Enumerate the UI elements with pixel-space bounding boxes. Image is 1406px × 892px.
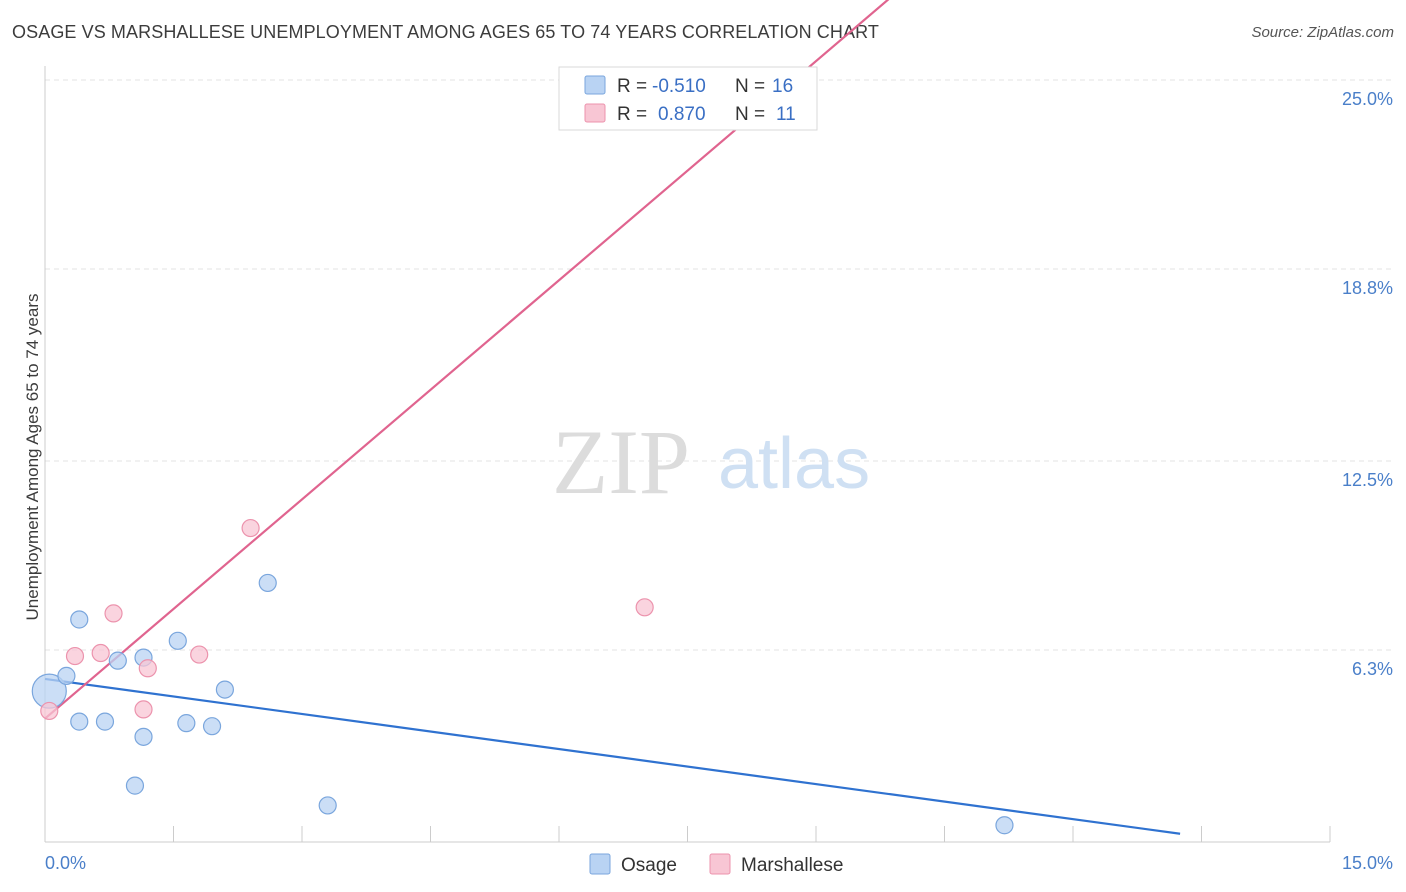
bottom-legend-marshallese: Marshallese — [741, 855, 843, 876]
osage-point-3 — [70, 712, 89, 731]
y-tick-label-1: 12.5% — [1342, 470, 1393, 490]
osage-point-13 — [258, 573, 277, 593]
osage-point-4 — [95, 712, 115, 731]
bottom-legend-osage: Osage — [621, 855, 677, 876]
y-tick-labels: 6.3% 12.5% 18.8% 25.0% — [1342, 89, 1393, 679]
osage-point-2 — [70, 610, 89, 629]
bottom-legend-swatch-osage — [589, 853, 611, 875]
osage-point-7 — [134, 727, 153, 746]
y-axis-label: Unemployment Among Ages 65 to 74 years — [23, 294, 42, 621]
legend-n-value-1: 16 — [772, 76, 793, 97]
marshallese-point-7 — [241, 518, 260, 538]
marshallese-point-4 — [134, 700, 153, 719]
marshallese-point-2 — [91, 643, 110, 663]
y-tick-label-3: 25.0% — [1342, 89, 1393, 109]
gridlines — [45, 79, 1395, 651]
watermark-zip: ZIP — [552, 411, 690, 513]
watermark-atlas: atlas — [718, 424, 870, 504]
x-tick-label-0: 0.0% — [45, 853, 86, 873]
legend-swatch-osage — [584, 75, 606, 95]
bottom-legend-swatch-marshallese — [709, 853, 731, 875]
osage-point-11 — [202, 717, 222, 736]
marshallese-point-6 — [190, 645, 209, 664]
watermark: ZIP atlas — [552, 411, 870, 513]
source-label: Source: ZipAtlas.com — [1251, 24, 1394, 41]
stats-legend: R = -0.510 N = 16 R = 0.870 N = 11 — [558, 66, 818, 131]
osage-point-9 — [168, 631, 187, 650]
legend-swatch-marshallese — [584, 103, 606, 123]
y-tick-label-2: 18.8% — [1342, 278, 1393, 298]
legend-r-label-1: R = — [617, 76, 647, 97]
chart-title: OSAGE VS MARSHALLESE UNEMPLOYMENT AMONG … — [12, 22, 879, 42]
x-tick-labels: 0.0% 15.0% — [45, 853, 1393, 873]
osage-point-1 — [57, 666, 76, 685]
data-points — [31, 70, 1014, 835]
legend-r-value-2: 0.870 — [658, 104, 706, 125]
osage-point-6 — [125, 776, 145, 795]
marshallese-point-0 — [40, 701, 59, 721]
trend-line-osage — [44, 677, 1181, 835]
legend-r-value-1: -0.510 — [652, 76, 706, 97]
osage-point-5 — [108, 651, 127, 670]
osage-point-10 — [177, 714, 196, 733]
osage-point-14 — [318, 796, 337, 815]
osage-point-12 — [215, 680, 234, 699]
legend-n-label-1: N = — [735, 76, 765, 97]
marshallese-point-1 — [65, 646, 85, 666]
marshallese-point-3 — [104, 604, 123, 623]
series-legend: Osage Marshallese — [589, 853, 843, 876]
legend-n-label-2: N = — [735, 104, 765, 125]
marshallese-point-5 — [138, 659, 157, 678]
osage-point-15 — [995, 816, 1014, 835]
legend-n-value-2: 11 — [776, 104, 796, 125]
legend-r-label-2: R = — [617, 104, 647, 125]
x-tick-label-1: 15.0% — [1342, 853, 1393, 873]
y-tick-label-0: 6.3% — [1352, 659, 1393, 679]
marshallese-point-8 — [635, 598, 654, 617]
